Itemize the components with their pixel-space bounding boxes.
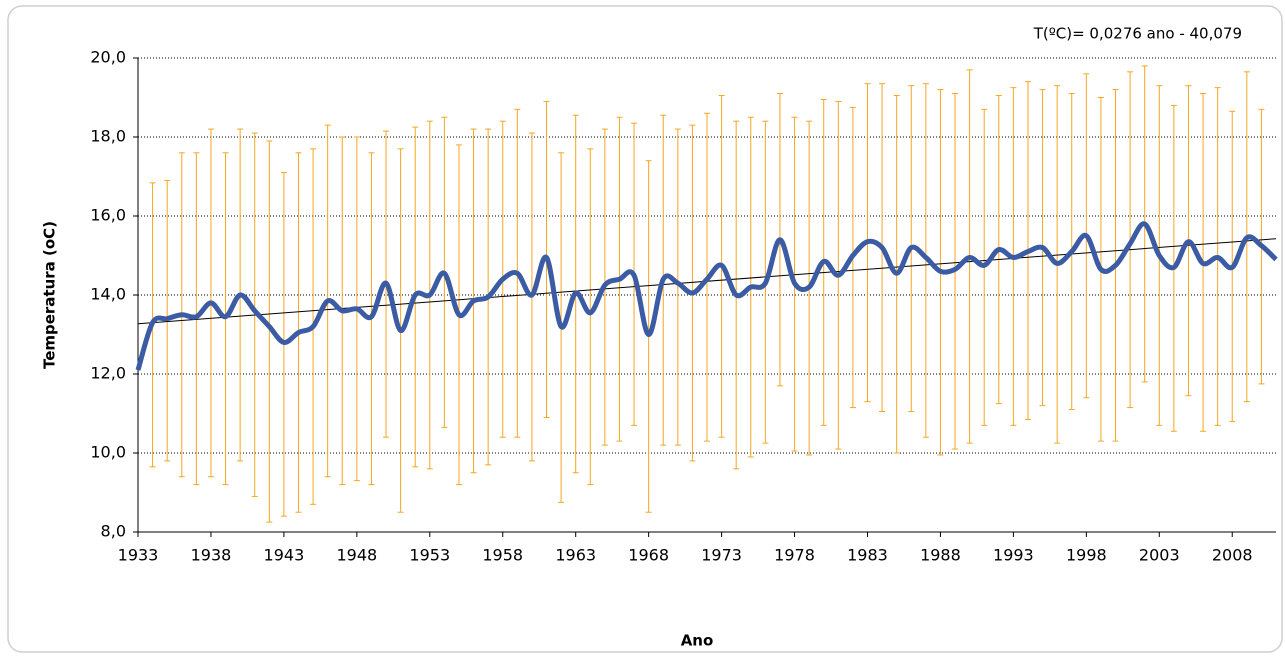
x-tick-label: 2003 bbox=[1139, 546, 1180, 565]
x-tick-label: 1993 bbox=[993, 546, 1034, 565]
x-tick-label: 1968 bbox=[628, 546, 669, 565]
y-tick-label: 20,0 bbox=[90, 48, 126, 67]
x-tick-label: 1938 bbox=[191, 546, 232, 565]
annotation: T(ºC)= 0,0276 ano - 40,079 bbox=[1033, 25, 1242, 43]
x-tick-label: 1933 bbox=[118, 546, 159, 565]
y-tick-label: 8,0 bbox=[101, 522, 126, 541]
error-bar bbox=[587, 148, 594, 486]
x-tick-label: 1973 bbox=[701, 546, 742, 565]
x-tick-label: 1978 bbox=[774, 546, 815, 565]
y-tick-label: 10,0 bbox=[90, 443, 126, 462]
x-tick-label: 1958 bbox=[482, 546, 523, 565]
y-tick-label: 16,0 bbox=[90, 206, 126, 225]
x-tick-label: 1988 bbox=[920, 546, 961, 565]
y-tick-label: 14,0 bbox=[90, 285, 126, 304]
x-tick-label: 2008 bbox=[1212, 546, 1253, 565]
y-axis-title: Temperatura (oC) bbox=[41, 221, 59, 369]
error-bar bbox=[674, 128, 681, 446]
x-tick-label: 1948 bbox=[336, 546, 377, 565]
x-tick-label: 1983 bbox=[847, 546, 888, 565]
x-tick-label: 1953 bbox=[409, 546, 450, 565]
error-bar bbox=[266, 140, 273, 523]
x-tick-label: 1943 bbox=[264, 546, 305, 565]
x-tick-label: 1963 bbox=[555, 546, 596, 565]
data-line bbox=[135, 221, 1278, 371]
y-tick-label: 18,0 bbox=[90, 127, 126, 146]
x-axis-title: Ano bbox=[681, 632, 714, 650]
y-tick-label: 12,0 bbox=[90, 364, 126, 383]
x-tick-label: 1998 bbox=[1066, 546, 1107, 565]
